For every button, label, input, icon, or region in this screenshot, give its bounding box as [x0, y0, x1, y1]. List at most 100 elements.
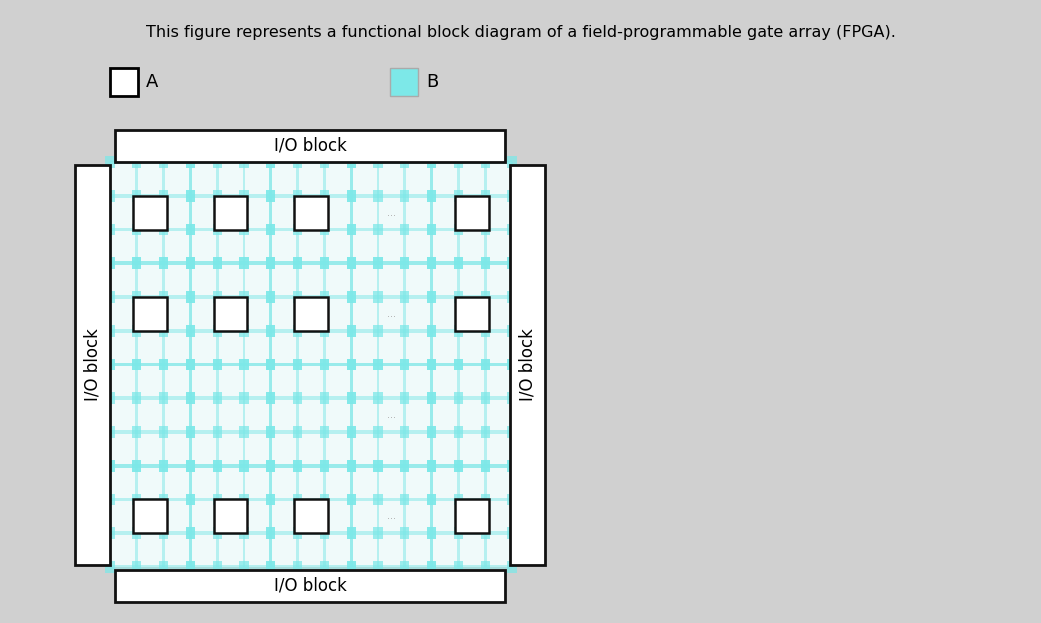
Bar	[481, 359, 490, 371]
Bar	[427, 325, 436, 336]
Bar	[374, 561, 383, 573]
Bar	[374, 460, 383, 472]
Bar	[323, 162, 326, 264]
Bar	[271, 430, 351, 434]
Bar	[132, 257, 142, 269]
Bar	[432, 228, 512, 231]
Bar	[270, 264, 272, 364]
Bar	[323, 264, 326, 364]
Bar	[351, 295, 432, 299]
Bar	[404, 364, 406, 466]
Bar	[347, 257, 356, 269]
Bar	[159, 257, 169, 269]
Bar	[115, 570, 505, 602]
Bar	[351, 228, 432, 231]
Bar	[481, 190, 490, 202]
Bar	[293, 527, 302, 539]
Bar	[191, 565, 271, 569]
Bar	[159, 359, 169, 371]
Bar	[185, 460, 195, 472]
Bar	[212, 527, 222, 539]
Bar	[454, 426, 463, 438]
Bar	[212, 493, 222, 505]
Bar	[185, 426, 195, 438]
Bar	[455, 297, 488, 331]
Bar	[430, 364, 433, 466]
Bar	[132, 392, 142, 404]
Bar	[427, 561, 436, 573]
Bar	[185, 392, 195, 404]
Bar	[108, 162, 111, 264]
Bar	[239, 392, 249, 404]
Bar	[191, 531, 271, 535]
Bar	[320, 224, 329, 235]
Bar	[427, 460, 436, 472]
Bar	[454, 460, 463, 472]
Bar	[185, 257, 195, 269]
Bar	[185, 527, 195, 539]
Bar	[320, 257, 329, 269]
Bar	[266, 392, 276, 404]
Bar	[159, 561, 169, 573]
Bar	[135, 162, 138, 264]
Bar	[374, 257, 383, 269]
Bar	[271, 329, 351, 333]
Bar	[133, 500, 168, 533]
Bar	[105, 359, 115, 371]
Bar	[347, 190, 356, 202]
Bar	[351, 194, 432, 197]
Bar	[239, 493, 249, 505]
Bar	[132, 527, 142, 539]
Bar	[347, 493, 356, 505]
Bar	[266, 426, 276, 438]
Bar	[212, 460, 222, 472]
Text: B: B	[426, 73, 438, 91]
Bar	[351, 565, 432, 569]
Bar	[507, 561, 516, 573]
Bar	[295, 500, 328, 533]
Bar	[105, 291, 115, 303]
Text: ...: ...	[387, 309, 396, 319]
Bar	[507, 325, 516, 336]
Bar	[191, 295, 271, 299]
Bar	[110, 565, 191, 569]
Bar	[400, 325, 409, 336]
Bar	[185, 426, 195, 438]
Bar	[374, 359, 383, 371]
Bar	[350, 466, 353, 567]
Bar	[432, 498, 512, 502]
Bar	[266, 156, 276, 168]
Bar	[427, 460, 436, 472]
Bar	[185, 325, 195, 336]
Bar	[110, 194, 191, 197]
Bar	[293, 460, 302, 472]
Bar	[320, 426, 329, 438]
Bar	[271, 498, 351, 502]
Bar	[347, 392, 356, 404]
Bar	[351, 262, 432, 265]
Bar	[212, 291, 222, 303]
Bar	[347, 460, 356, 472]
Bar	[377, 162, 379, 264]
Bar	[159, 493, 169, 505]
Bar	[185, 460, 195, 472]
Bar	[110, 464, 191, 467]
Bar	[432, 396, 512, 400]
Bar	[266, 224, 276, 235]
Bar	[132, 493, 142, 505]
Bar	[215, 264, 219, 364]
Bar	[455, 500, 488, 533]
Bar	[270, 162, 272, 264]
Bar	[404, 162, 406, 264]
Bar	[266, 257, 276, 269]
Bar	[454, 359, 463, 371]
Bar	[135, 264, 138, 364]
Bar	[351, 464, 432, 467]
Bar	[457, 264, 460, 364]
Bar	[271, 363, 351, 366]
Bar	[215, 364, 219, 466]
Bar	[295, 196, 328, 229]
Bar	[185, 224, 195, 235]
Bar	[320, 156, 329, 168]
Bar	[239, 426, 249, 438]
